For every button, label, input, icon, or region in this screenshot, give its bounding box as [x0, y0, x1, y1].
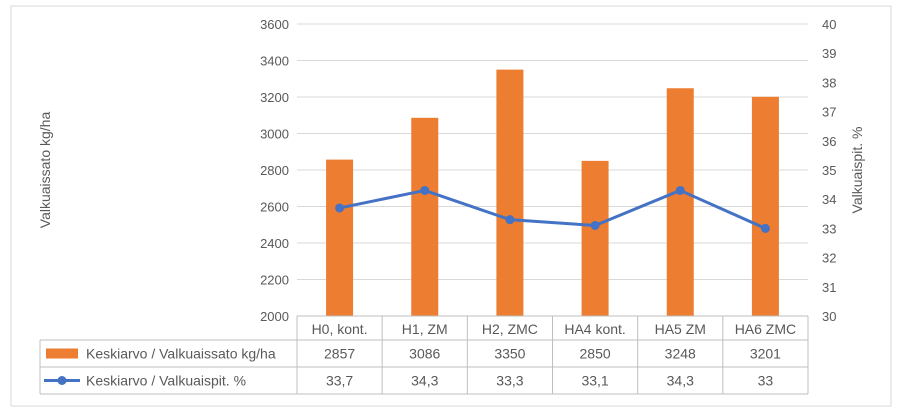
y2-tick-label: 34: [822, 192, 836, 207]
y2-tick-label: 30: [822, 309, 836, 324]
bar: [326, 159, 354, 316]
y2-tick-label: 40: [822, 17, 836, 32]
y-tick-label: 3600: [260, 17, 289, 32]
line-point: [505, 215, 515, 225]
bar-series: [326, 69, 779, 317]
table-value: 33,1: [581, 373, 608, 389]
y-tick-label: 3200: [260, 90, 289, 105]
y2-tick-label: 31: [822, 280, 836, 295]
y-tick-label: 2600: [260, 200, 289, 215]
x-category-label: H0, kont.: [312, 321, 368, 337]
legend-label: Keskiarvo / Valkuaissato kg/ha: [86, 346, 276, 362]
bar: [581, 160, 609, 316]
legend-label: Keskiarvo / Valkuaispit. %: [86, 373, 246, 389]
line-point: [760, 223, 770, 233]
y2-tick-label: 35: [822, 163, 836, 178]
line-point: [335, 203, 345, 213]
table-value: 3086: [409, 346, 440, 362]
y-tick-label: 2000: [260, 309, 289, 324]
x-category-label: HA6 ZMC: [735, 321, 796, 337]
table-value: 2850: [580, 346, 611, 362]
table-value: 34,3: [411, 373, 438, 389]
line-point: [420, 185, 430, 195]
y2-tick-label: 36: [822, 134, 836, 149]
legend-key-marker: [57, 376, 67, 385]
y2-tick-label: 33: [822, 221, 836, 236]
x-category-label: H1, ZM: [402, 321, 448, 337]
table-value: 3350: [494, 346, 525, 362]
bar: [666, 88, 694, 317]
bar: [496, 69, 524, 316]
x-category-label: HA5 ZM: [655, 321, 706, 337]
line-series: [335, 185, 770, 233]
line-point: [675, 185, 685, 195]
table-value: 3201: [750, 346, 781, 362]
data-table: H0, kont. H1, ZM H2, ZMC HA4 kont. HA5 ZM HA6…: [39, 315, 809, 395]
y-tick-label: 3000: [260, 127, 289, 142]
y2-tick-label: 38: [822, 75, 836, 90]
table-value: 33,3: [496, 373, 523, 389]
y-tick-label: 3400: [260, 54, 289, 69]
x-category-label: HA4 kont.: [564, 321, 625, 337]
table-value: 33: [758, 373, 774, 389]
x-category-label: H2, ZMC: [482, 321, 538, 337]
y2-tick-label: 39: [822, 46, 836, 61]
legend-key-bar: [46, 348, 78, 359]
y-axis-title: Valkuaissato kg/ha: [37, 112, 53, 229]
bar: [411, 117, 439, 317]
line-point: [590, 220, 600, 230]
table-value: 34,3: [667, 373, 694, 389]
series-line: [339, 188, 767, 230]
y2-tick-label: 37: [822, 105, 836, 120]
y-tick-label: 2400: [260, 236, 289, 251]
axes: 2000 2200 2400 2600 2800 3000 3200 3400 3600 30 31…: [260, 17, 836, 324]
table-value: 3248: [665, 346, 696, 362]
table-value: 33,7: [326, 373, 353, 389]
y2-axis-title: Valkuaispit. %: [849, 127, 865, 214]
y2-tick-label: 32: [822, 251, 836, 266]
bar: [751, 96, 779, 316]
y-tick-label: 2800: [260, 163, 289, 178]
y-tick-label: 2200: [260, 273, 289, 288]
table-value: 2857: [324, 346, 355, 362]
